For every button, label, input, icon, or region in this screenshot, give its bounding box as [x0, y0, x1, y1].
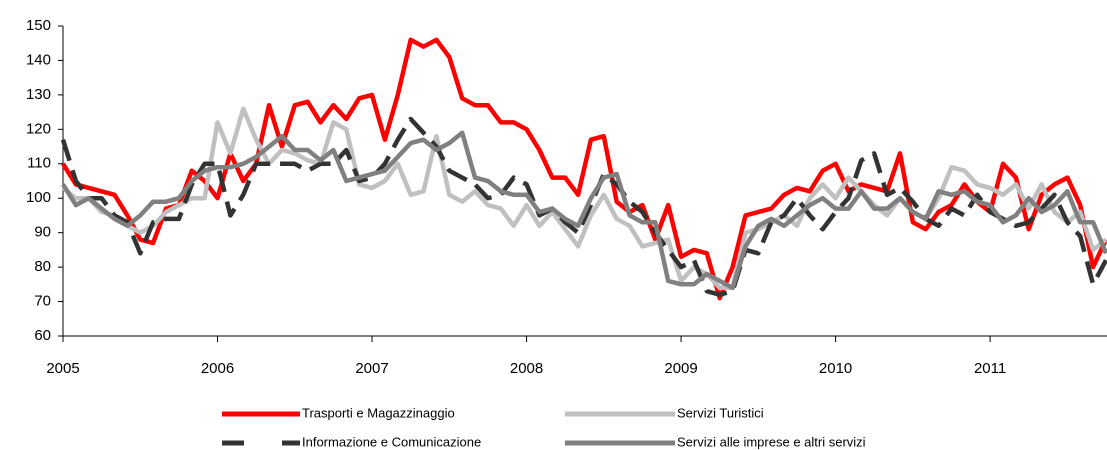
legend-label: Informazione e Comunicazione	[302, 434, 481, 449]
x-tick-label: 2009	[664, 360, 697, 377]
x-tick-label: 2007	[355, 360, 388, 377]
y-tick-label: 150	[26, 17, 51, 34]
y-tick-label: 90	[34, 224, 51, 241]
y-tick-label: 80	[34, 258, 51, 275]
x-tick-label: 2010	[819, 360, 852, 377]
x-tick-label: 2008	[510, 360, 543, 377]
series-line	[61, 130, 1107, 291]
x-tick-label: 2006	[201, 360, 234, 377]
y-tick-label: 120	[26, 120, 51, 137]
y-tick-label: 100	[26, 189, 51, 206]
x-tick-label: 2011	[974, 360, 1006, 377]
legend-label: Trasporti e Magazzinaggio	[302, 405, 455, 420]
y-tick-label: 140	[26, 51, 51, 68]
y-tick-label: 70	[34, 293, 51, 310]
y-tick-label: 130	[26, 86, 51, 103]
legend-label: Servizi Turistici	[677, 405, 764, 420]
y-tick-label: 60	[34, 327, 51, 344]
legend-label: Servizi alle imprese e altri servizi	[677, 434, 866, 449]
series-line	[60, 116, 1107, 297]
y-tick-label: 110	[27, 155, 51, 172]
x-tick-label: 2005	[46, 360, 79, 377]
